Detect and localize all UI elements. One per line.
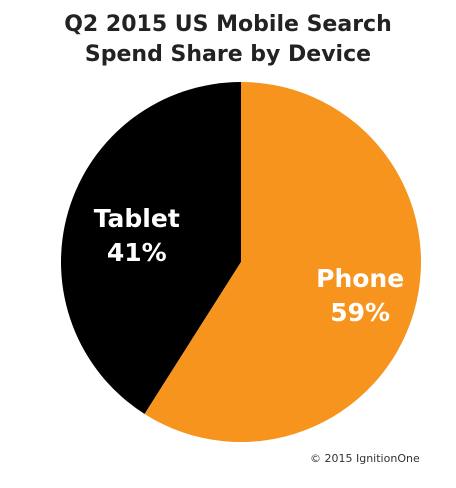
slice-value-tablet: 41%	[107, 238, 167, 267]
chart-title-line-1: Q2 2015 US Mobile Search	[64, 12, 392, 37]
slice-label-phone: Phone	[316, 264, 404, 293]
chart-title: Q2 2015 US Mobile Search Spend Share by …	[0, 10, 456, 70]
copyright-notice: © 2015 IgnitionOne	[310, 452, 420, 465]
pie-slice-tablet	[60, 82, 241, 414]
pie-slice-phone	[144, 82, 421, 442]
slice-value-phone: 59%	[330, 298, 390, 327]
chart-title-line-2: Spend Share by Device	[84, 42, 372, 67]
slice-label-tablet: Tablet	[94, 204, 180, 233]
